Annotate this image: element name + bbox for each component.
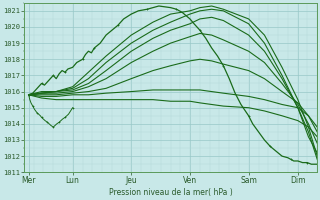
- X-axis label: Pression niveau de la mer( hPa ): Pression niveau de la mer( hPa ): [109, 188, 232, 197]
